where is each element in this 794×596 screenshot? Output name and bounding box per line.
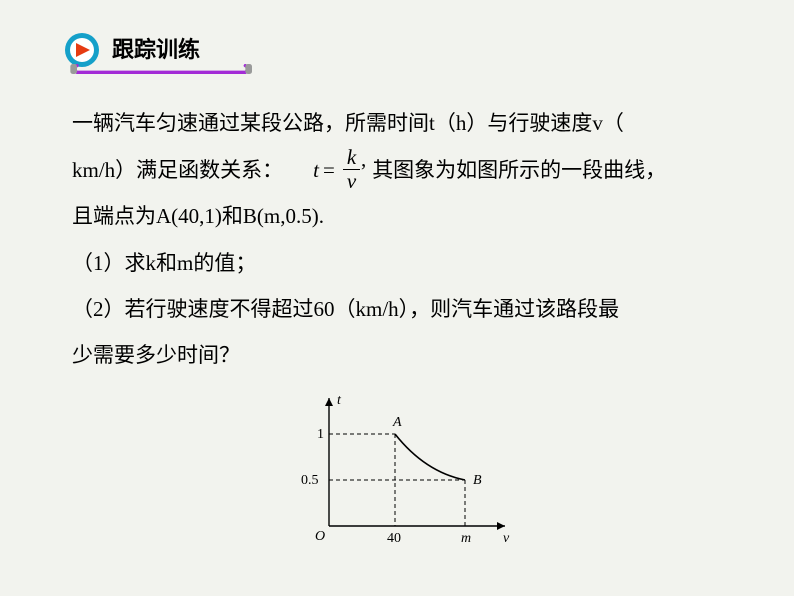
text-line-1c: 其图象为如图所示的一段曲线，	[372, 147, 666, 193]
formula-den: v	[343, 170, 360, 193]
underline-bar	[75, 66, 248, 73]
formula-num: k	[343, 146, 360, 170]
point-A-label: A	[392, 415, 402, 430]
problem-text: 一辆汽车匀速通过某段公路，所需时间t（h）与行驶速度v（ km/h）满足函数关系…	[72, 100, 722, 378]
question-1: （1）求k和m的值；	[72, 240, 722, 286]
x-tick-m: m	[461, 531, 471, 546]
curve	[395, 434, 465, 480]
underline-cap-right	[245, 64, 252, 74]
formula-lhs: t	[313, 147, 319, 193]
dashed-lines	[329, 434, 465, 526]
x-axis-arrow-icon	[497, 522, 505, 530]
formula-eq: =	[323, 147, 335, 193]
y-axis-label: t	[337, 393, 342, 408]
text-line-1b: km/h）满足函数关系：	[72, 147, 283, 193]
question-2b: 少需要多少时间？	[72, 332, 722, 378]
text-line-1a: 一辆汽车匀速通过某段公路，所需时间t（h）与行驶速度v（	[72, 100, 722, 146]
y-axis-arrow-icon	[325, 398, 333, 406]
heading-text: 跟踪训练	[112, 32, 200, 64]
y-tick-05: 0.5	[301, 473, 319, 488]
origin-label: O	[315, 529, 325, 544]
heading: 跟踪训练	[72, 36, 722, 82]
axes	[325, 398, 505, 530]
formula-comma: ,	[361, 148, 366, 171]
x-tick-40: 40	[387, 531, 401, 546]
question-2a: （2）若行驶速度不得超过60（km/h），则汽车通过该路段最	[72, 286, 722, 332]
point-B-label: B	[473, 473, 482, 488]
heading-underline	[52, 64, 272, 74]
formula-fraction: k v ,	[343, 146, 360, 193]
chart-labels: t v O A B	[315, 393, 510, 546]
y-tick-1: 1	[317, 427, 324, 442]
formula: t = k v ,	[313, 146, 360, 193]
chart: t v O A B 1 0.5 40 m	[267, 386, 527, 556]
text-line-2: 且端点为A(40,1)和B(m,0.5).	[72, 193, 722, 239]
underline-cap-left	[70, 64, 77, 74]
chart-ticks: 1 0.5 40 m	[301, 427, 471, 546]
x-axis-label: v	[503, 531, 510, 546]
